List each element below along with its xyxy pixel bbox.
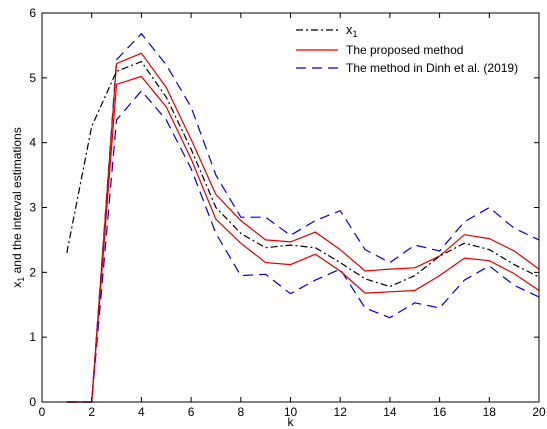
legend: x1 The proposed method The method in Din… bbox=[296, 22, 518, 75]
x-axis-label: k bbox=[288, 415, 295, 429]
y-axis-label-subscript: 1 bbox=[16, 277, 26, 282]
y-axis-label-main: x bbox=[10, 282, 24, 288]
y-tick-label: 0 bbox=[29, 395, 36, 409]
y-axis-label-rest: and the interval estimations bbox=[10, 127, 24, 276]
series-1-lower-line bbox=[66, 75, 540, 403]
legend-label-proposed-method: The proposed method bbox=[346, 43, 463, 57]
x-tick-label: 2 bbox=[88, 405, 95, 419]
x-tick-label: 14 bbox=[383, 405, 397, 419]
x-tick-label: 8 bbox=[237, 405, 244, 419]
y-tick-label: 3 bbox=[29, 201, 36, 215]
y-axis-label: x1 and the interval estimations bbox=[10, 127, 26, 287]
x-tick-label: 4 bbox=[138, 405, 145, 419]
x-tick-label: 18 bbox=[483, 405, 497, 419]
series-1-upper-line bbox=[66, 52, 540, 403]
y-tick-label: 5 bbox=[29, 71, 36, 85]
legend-label-dinh-method: The method in Dinh et al. (2019) bbox=[346, 61, 518, 75]
y-tick-label: 1 bbox=[29, 330, 36, 344]
series-layer bbox=[66, 32, 540, 403]
x-tick-label: 6 bbox=[188, 405, 195, 419]
legend-label-x1: x1 bbox=[346, 22, 358, 39]
series-2-upper-line bbox=[66, 32, 540, 403]
series-0-line bbox=[66, 60, 540, 288]
legend-label-x1-subscript: 1 bbox=[353, 29, 358, 39]
x-tick-label: 16 bbox=[433, 405, 447, 419]
series-2-lower-line bbox=[66, 89, 540, 403]
x-tick-label: 10 bbox=[284, 405, 298, 419]
y-tick-label: 2 bbox=[29, 265, 36, 279]
x-tick-label: 20 bbox=[532, 405, 546, 419]
y-tick-label: 6 bbox=[29, 6, 36, 20]
y-tick-label: 4 bbox=[29, 136, 36, 150]
legend-label-x1-main: x bbox=[346, 22, 353, 37]
x-tick-label: 0 bbox=[39, 405, 46, 419]
x-tick-label: 12 bbox=[334, 405, 348, 419]
